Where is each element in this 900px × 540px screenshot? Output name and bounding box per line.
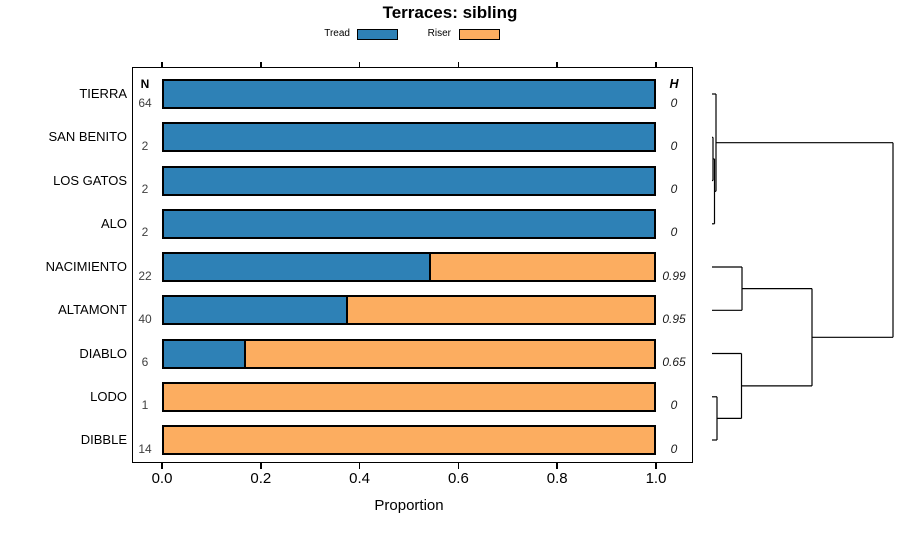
x-axis-tick-label: 0.0 bbox=[151, 470, 173, 487]
x-axis-tick-bottom bbox=[161, 463, 163, 469]
row-h-value: 0.99 bbox=[662, 268, 686, 283]
legend-label-riser: Riser bbox=[427, 28, 451, 39]
row-h-value: 0.65 bbox=[662, 355, 686, 369]
row-label: SAN BENITO bbox=[48, 129, 127, 145]
x-axis-tick-bottom bbox=[260, 463, 262, 469]
row-n-value: 2 bbox=[141, 182, 149, 196]
x-axis-tick-label: 0.2 bbox=[250, 470, 272, 487]
row-label: LOS GATOS bbox=[53, 172, 127, 188]
x-axis-tick-label: 1.0 bbox=[645, 470, 667, 487]
row-n-value: 22 bbox=[138, 268, 152, 283]
row-n-value: 2 bbox=[141, 138, 149, 153]
bar-diablo bbox=[162, 338, 656, 369]
x-axis-tick-bottom bbox=[556, 463, 558, 469]
bar-tierra bbox=[162, 79, 656, 109]
bar-lodo bbox=[162, 381, 656, 412]
bar-segment-tread bbox=[164, 124, 654, 151]
x-axis-title: Proportion bbox=[374, 497, 444, 514]
x-axis-tick-label: 0.8 bbox=[546, 470, 568, 487]
row-n-value: 40 bbox=[138, 311, 152, 326]
bar-nacimiento bbox=[162, 252, 656, 282]
row-n-value: 2 bbox=[141, 225, 149, 240]
legend-label-tread: Tread bbox=[324, 28, 350, 39]
bar-segment-tread bbox=[164, 167, 654, 194]
row-label: DIABLO bbox=[79, 345, 127, 361]
row-label: ALTAMONT bbox=[58, 302, 127, 318]
x-axis-tick-top bbox=[457, 61, 460, 67]
x-axis-tick-bottom bbox=[457, 463, 460, 469]
bar-los-gatos bbox=[162, 165, 656, 196]
chart-title: Terraces: sibling bbox=[382, 3, 518, 22]
bar-san-benito bbox=[162, 122, 656, 153]
x-axis-tick-label: 0.4 bbox=[349, 470, 371, 487]
row-h-value: 0 bbox=[670, 138, 678, 153]
x-axis-tick-top bbox=[260, 61, 262, 67]
bar-segment-tread bbox=[164, 254, 432, 280]
bar-segment-tread bbox=[164, 210, 654, 237]
x-axis-tick-top bbox=[358, 61, 361, 67]
legend-swatch-tread bbox=[357, 28, 398, 40]
x-axis-tick-bottom bbox=[655, 463, 657, 469]
x-axis-tick-top bbox=[655, 61, 657, 67]
row-label: DIBBLE bbox=[80, 432, 127, 447]
x-axis-tick-top bbox=[556, 61, 558, 67]
row-h-value: 0 bbox=[670, 225, 678, 240]
row-h-value: 0 bbox=[670, 398, 678, 413]
x-axis-tick-bottom bbox=[358, 463, 361, 469]
row-h-value: 0 bbox=[670, 182, 678, 196]
row-label: TIERRA bbox=[79, 86, 127, 101]
x-axis-tick-label: 0.6 bbox=[447, 470, 469, 487]
row-n-value: 1 bbox=[141, 398, 149, 413]
row-n-value: 64 bbox=[138, 95, 152, 110]
row-n-value: 14 bbox=[138, 441, 152, 456]
bar-segment-tread bbox=[164, 81, 654, 107]
h-column-header: H bbox=[669, 77, 679, 91]
row-n-value: 6 bbox=[141, 355, 149, 369]
bar-altamont bbox=[162, 295, 656, 326]
bar-dibble bbox=[162, 425, 656, 455]
n-column-header: N bbox=[140, 77, 150, 91]
bar-segment-tread bbox=[164, 340, 246, 367]
bar-segment-tread bbox=[164, 297, 348, 324]
row-label: ALO bbox=[100, 215, 127, 231]
row-h-value: 0.95 bbox=[662, 311, 686, 326]
bar-alo bbox=[162, 208, 656, 239]
row-h-value: 0 bbox=[670, 441, 678, 456]
row-label: LODO bbox=[90, 388, 127, 404]
row-h-value: 0 bbox=[670, 95, 678, 110]
x-axis-tick-top bbox=[161, 61, 163, 67]
row-label: NACIMIENTO bbox=[45, 259, 127, 274]
legend-swatch-riser bbox=[459, 28, 500, 40]
